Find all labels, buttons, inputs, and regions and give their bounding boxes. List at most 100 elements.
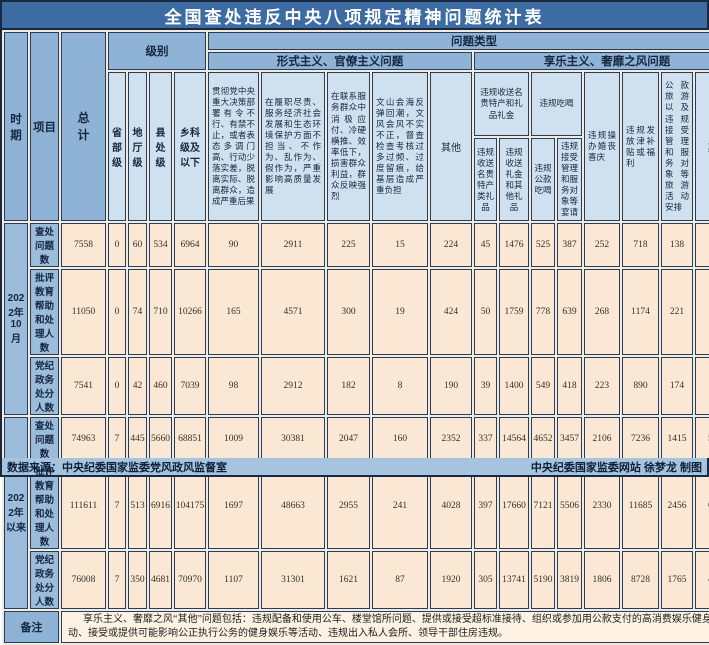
gifts-group-header: 违规收送名贵特产和礼品礼金 xyxy=(474,72,529,136)
data-cell: 2352 xyxy=(430,417,472,462)
row-label-cell: 批评教育帮助和处理人数 xyxy=(30,269,59,356)
row-label-cell: 党纪政务处分人数 xyxy=(30,357,59,416)
data-cell: 1759 xyxy=(499,269,529,356)
data-cell: 5660 xyxy=(149,417,172,462)
data-cell: 305 xyxy=(474,551,497,610)
data-cell: 5247 xyxy=(695,417,709,462)
data-cell: 252 xyxy=(584,223,620,268)
gifts-col-header-1: 违规收送名贵特产类礼品 xyxy=(474,138,497,222)
title-bar: 全国查处违反中央八项规定精神问题统计表 xyxy=(0,0,709,30)
data-cell: 1174 xyxy=(622,269,659,356)
total-header: 总计 xyxy=(61,32,106,222)
footer-credit: 中央纪委国家监委网站 徐梦龙 制图 xyxy=(530,461,702,474)
data-cell: 2912 xyxy=(261,357,325,416)
data-cell: 19 xyxy=(372,269,428,356)
data-cell: 2106 xyxy=(584,417,620,462)
data-cell: 11050 xyxy=(61,269,106,356)
data-cell: 4571 xyxy=(261,269,325,356)
footer-source: 数据来源：中央纪委国家监委党风政风监督室 xyxy=(7,461,227,474)
data-cell: 224 xyxy=(430,223,472,268)
data-cell: 778 xyxy=(531,269,555,356)
total-header-label: 总计 xyxy=(77,111,90,142)
page-title: 全国查处违反中央八项规定精神问题统计表 xyxy=(164,7,545,27)
data-cell: 445 xyxy=(128,417,147,462)
data-cell: 225 xyxy=(327,223,370,268)
data-cell: 165 xyxy=(208,269,259,356)
data-cell: 76008 xyxy=(61,551,106,610)
data-cell: 350 xyxy=(128,551,147,610)
data-cell: 138 xyxy=(661,223,693,268)
data-cell: 552 xyxy=(695,223,709,268)
data-cell: 7558 xyxy=(61,223,106,268)
row-label-cell: 查处问题数 xyxy=(30,417,59,462)
formalism-group-header: 形式主义、官僚主义问题 xyxy=(208,52,472,70)
data-cell: 223 xyxy=(584,357,620,416)
remark-text: 享乐主义、奢靡之风“其他”问题包括：违规配备和使用公车、楼堂馆所问题、提供或接受… xyxy=(61,611,709,644)
footer-bar: 数据来源：中央纪委国家监委党风政风监督室 中央纪委国家监委网站 徐梦龙 制图 xyxy=(0,458,709,477)
formalism-col-header-1: 贯彻党中央重大决策部署有令不行、有禁不止，或者表态多调门高、行动少落实差，脱离实… xyxy=(208,72,259,222)
data-cell: 3457 xyxy=(557,417,582,462)
table-wrap: 时期 项目 总计 级别 问题类型 形式主义、官僚主义问题 享乐主义、奢靡之风问题… xyxy=(0,30,709,645)
dining-col-header-2: 违规接受管理和服务对象等宴请 xyxy=(557,138,582,222)
data-cell: 268 xyxy=(584,269,620,356)
data-cell: 387 xyxy=(557,223,582,268)
data-cell: 1400 xyxy=(499,357,529,416)
wedding-col-header: 违规操办婚丧喜庆 xyxy=(584,72,620,222)
data-cell: 74963 xyxy=(61,417,106,462)
data-cell: 718 xyxy=(622,223,659,268)
data-cell: 710 xyxy=(149,269,172,356)
problem-type-header: 问题类型 xyxy=(208,32,709,50)
gifts-col-header-2: 违规收送礼金和其他礼品 xyxy=(499,138,529,222)
data-cell: 1806 xyxy=(584,551,620,610)
data-cell: 4681 xyxy=(149,551,172,610)
level-header-county: 县处级 xyxy=(149,72,172,222)
level-header-township: 乡科级及以下 xyxy=(174,72,206,222)
data-cell: 8728 xyxy=(622,551,659,610)
data-cell: 7 xyxy=(108,551,126,610)
data-cell: 0 xyxy=(108,357,126,416)
data-cell: 639 xyxy=(557,269,582,356)
dining-col-header-1: 违规公款吃喝 xyxy=(531,138,555,222)
period-cell-oct: 2022年10月 xyxy=(4,223,28,416)
data-cell: 160 xyxy=(372,417,428,462)
formalism-other-header: 其他 xyxy=(430,72,472,222)
remark-label: 备注 xyxy=(4,611,59,644)
row-label-cell: 查处问题数 xyxy=(30,223,59,268)
data-cell: 98 xyxy=(208,357,259,416)
data-cell: 60 xyxy=(128,223,147,268)
data-cell: 90 xyxy=(208,223,259,268)
data-cell: 2911 xyxy=(261,223,325,268)
formalism-col-header-4: 文山会海反弹回潮，文风会风不实不正，督查检查考核过多过频、过度留痕，给基层造成严… xyxy=(372,72,428,222)
data-cell: 1765 xyxy=(661,551,693,610)
data-cell: 50 xyxy=(474,269,497,356)
data-cell: 39 xyxy=(474,357,497,416)
data-cell: 1920 xyxy=(430,551,472,610)
data-cell: 300 xyxy=(327,269,370,356)
item-header: 项目 xyxy=(30,32,59,222)
data-cell: 5190 xyxy=(531,551,555,610)
data-cell: 68851 xyxy=(174,417,206,462)
data-cell: 7236 xyxy=(622,417,659,462)
data-cell: 8 xyxy=(372,357,428,416)
data-cell: 3819 xyxy=(557,551,582,610)
data-cell: 13741 xyxy=(499,551,529,610)
data-cell: 2047 xyxy=(327,417,370,462)
level-group-header: 级别 xyxy=(108,32,206,70)
statistics-table: 时期 项目 总计 级别 问题类型 形式主义、官僚主义问题 享乐主义、奢靡之风问题… xyxy=(2,30,709,645)
data-cell: 1415 xyxy=(661,417,693,462)
data-cell: 458 xyxy=(695,357,709,416)
data-cell: 74 xyxy=(128,269,147,356)
formalism-col-header-3: 在联系服务群众中消极应付、冷硬横推、效率低下，损害群众利益，群众反映强烈 xyxy=(327,72,370,222)
data-cell: 1107 xyxy=(208,551,259,610)
data-cell: 890 xyxy=(622,357,659,416)
data-cell: 549 xyxy=(531,357,555,416)
data-cell: 7541 xyxy=(61,357,106,416)
period-header: 时期 xyxy=(4,32,28,222)
data-cell: 190 xyxy=(430,357,472,416)
data-cell: 1621 xyxy=(327,551,370,610)
hedonism-group-header: 享乐主义、奢靡之风问题 xyxy=(474,52,709,70)
data-cell: 460 xyxy=(149,357,172,416)
data-cell: 4618 xyxy=(695,551,709,610)
data-cell: 6964 xyxy=(174,223,206,268)
row-label-cell: 党纪政务处分人数 xyxy=(30,551,59,610)
